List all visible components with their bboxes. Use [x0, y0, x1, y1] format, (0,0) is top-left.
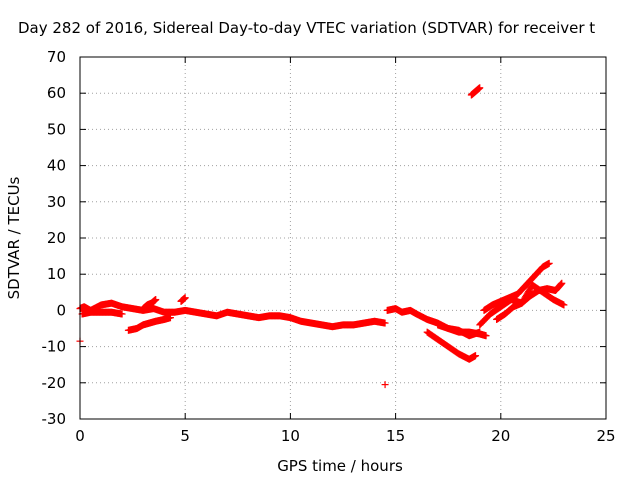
y-tick-label: 60 — [47, 84, 66, 102]
y-axis-label: SDTVAR / TECUs — [5, 176, 23, 299]
data-point — [381, 319, 389, 327]
y-tick-label: 0 — [56, 301, 66, 319]
plot-frame — [79, 56, 607, 420]
y-tick-label: 40 — [47, 157, 66, 175]
x-tick-label: 20 — [491, 427, 510, 445]
chart-title: Day 282 of 2016, Sidereal Day-to-day VTE… — [18, 19, 595, 37]
y-tick-label: 70 — [47, 48, 66, 66]
grid-lines — [80, 57, 606, 419]
data-point — [118, 310, 126, 318]
data-point — [152, 296, 160, 304]
data-point — [482, 332, 490, 340]
x-tick-label: 0 — [75, 427, 85, 445]
y-tick-label: 30 — [47, 193, 66, 211]
y-tick-label: 10 — [47, 265, 66, 283]
data-points — [76, 84, 568, 389]
axis-ticks: 0 5 10 15 20 25 -30 -20 -10 0 10 20 30 40 50 60 70 — [42, 48, 616, 445]
data-point — [166, 314, 174, 322]
data-point — [381, 381, 389, 389]
data-point — [558, 279, 566, 287]
data-point — [560, 301, 568, 309]
x-tick-label: 5 — [180, 427, 190, 445]
data-point — [181, 294, 189, 302]
y-tick-label: -30 — [42, 410, 67, 428]
x-tick-label: 25 — [596, 427, 615, 445]
data-point — [472, 352, 480, 360]
data-point — [476, 328, 484, 336]
y-tick-label: 20 — [47, 229, 66, 247]
y-tick-label: 50 — [47, 120, 66, 138]
data-point — [545, 259, 553, 267]
x-tick-label: 10 — [281, 427, 300, 445]
x-axis-label: GPS time / hours — [277, 457, 403, 475]
data-point — [476, 84, 484, 92]
y-tick-label: -20 — [42, 374, 67, 392]
x-tick-label: 15 — [386, 427, 405, 445]
y-tick-label: -10 — [42, 338, 67, 356]
